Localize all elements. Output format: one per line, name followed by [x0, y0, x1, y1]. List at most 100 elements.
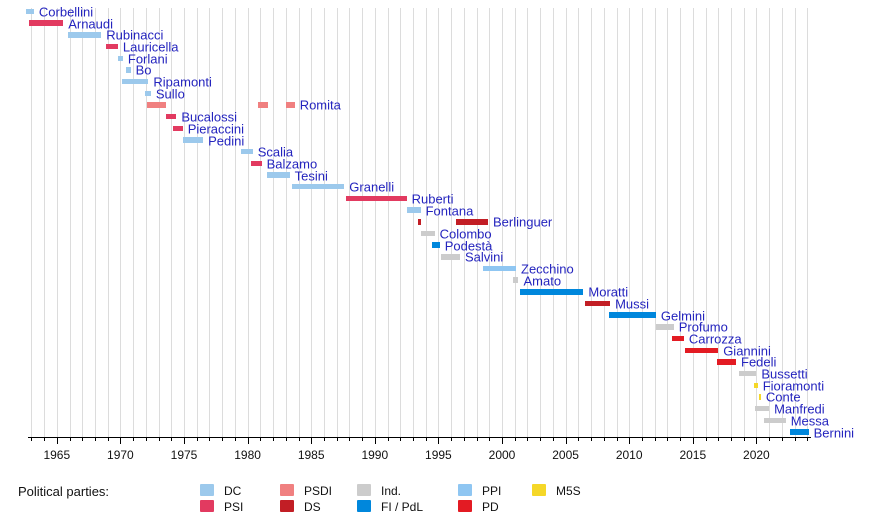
minister-label-bernini[interactable]: Bernini	[813, 425, 855, 440]
gridline	[145, 8, 147, 437]
minister-label-salvini[interactable]: Salvini	[465, 249, 504, 265]
axis-tick	[718, 438, 720, 441]
minister-label-fontana[interactable]: Fontana	[425, 203, 474, 219]
minister-label-tesini[interactable]: Tesini	[294, 168, 328, 183]
gridline	[298, 8, 300, 437]
axis-tick	[807, 438, 809, 441]
minister-label-pedini[interactable]: Pedini	[208, 133, 245, 148]
gridline	[120, 8, 122, 437]
axis-tick-label: 1970	[107, 448, 134, 462]
gridline	[387, 8, 389, 437]
gridline	[273, 8, 274, 437]
axis-tick	[298, 438, 300, 441]
minister-label-ruberti[interactable]: Ruberti	[411, 191, 454, 207]
axis-tick	[680, 438, 682, 441]
axis-tick	[629, 438, 631, 444]
minister-label-berlinguer[interactable]: Berlinguer	[493, 214, 553, 230]
legend-swatch-m5s	[532, 484, 546, 496]
gridline	[451, 8, 453, 437]
gridline	[540, 8, 542, 437]
term-bar-ripamonti	[121, 78, 149, 85]
term-bar-bo	[125, 67, 131, 73]
term-bar-giannini	[685, 347, 719, 353]
axis-tick-label: 1995	[425, 448, 452, 462]
minister-label-balzamo[interactable]: Balzamo	[266, 156, 318, 172]
minister-label-ripamonti[interactable]: Ripamonti	[153, 74, 212, 90]
gridline	[438, 8, 440, 437]
axis-tick	[565, 438, 567, 444]
minister-label-fioramonti[interactable]: Fioramonti	[762, 378, 825, 394]
gridline	[336, 8, 338, 437]
term-bar-granelli	[292, 183, 345, 190]
legend-swatch-fi-pdl	[357, 500, 371, 512]
axis-tick	[489, 438, 491, 441]
term-bar-berlinguer	[456, 219, 488, 225]
minister-label-pieraccini[interactable]: Pieraccini	[187, 121, 245, 137]
axis-tick-label: 2020	[743, 448, 770, 462]
legend-item-label: PSDI	[304, 484, 333, 498]
axis-tick	[362, 438, 364, 441]
axis-tick	[196, 438, 198, 441]
gridline	[349, 8, 351, 437]
minister-label-carrozza[interactable]: Carrozza	[688, 331, 742, 347]
gridline	[95, 8, 96, 437]
minister-label-manfredi[interactable]: Manfredi	[774, 401, 825, 417]
gridline	[158, 8, 160, 437]
minister-label-amato[interactable]: Amato	[523, 273, 562, 289]
term-bar-berlinguer	[418, 219, 421, 225]
minister-label-zecchino[interactable]: Zecchino	[521, 261, 574, 277]
minister-label-scalia[interactable]: Scalia	[257, 144, 294, 160]
axis-tick	[552, 438, 554, 441]
term-bar-fontana	[406, 207, 421, 213]
minister-label-corbellini[interactable]: Corbellini	[38, 4, 94, 20]
minister-label-arnaudi[interactable]: Arnaudi	[68, 16, 113, 32]
term-bar-profumo	[655, 324, 674, 330]
minister-label-sullo[interactable]: Sullo	[155, 86, 185, 102]
minister-label-conte[interactable]: Conte	[765, 389, 801, 405]
term-bar-colombo	[420, 230, 435, 237]
legend-item-label: DS	[304, 500, 321, 514]
gridline	[514, 8, 516, 437]
minister-label-fedeli[interactable]: Fedeli	[741, 354, 777, 370]
minister-label-profumo[interactable]: Profumo	[678, 319, 728, 335]
legend-swatch-pd	[458, 500, 472, 512]
legend-item-label: PSI	[224, 500, 244, 514]
legend-swatch-psdi	[280, 484, 294, 496]
minister-label-mussi[interactable]: Mussi	[615, 296, 650, 312]
minister-label-gelmini[interactable]: Gelmini	[660, 308, 705, 324]
minister-label-bo[interactable]: Bo	[135, 62, 152, 78]
gridline	[692, 8, 694, 437]
minister-label-bussetti[interactable]: Bussetti	[761, 366, 808, 382]
term-bar-bernini	[789, 429, 809, 435]
term-bar-balzamo	[251, 160, 262, 167]
gridline	[641, 8, 643, 437]
term-bar-bucalossi	[166, 113, 177, 120]
term-bar-corbellini	[26, 8, 34, 15]
minister-label-rubinacci[interactable]: Rubinacci	[106, 27, 164, 43]
gridline	[807, 8, 809, 437]
legend-item-label: DC	[224, 484, 242, 498]
minister-label-podestà[interactable]: Podestà	[444, 238, 493, 254]
minister-label-messa[interactable]: Messa	[790, 413, 829, 429]
axis-tick	[692, 438, 694, 444]
minister-label-romita[interactable]: Romita	[299, 97, 341, 113]
legend-swatch-ds	[280, 500, 294, 512]
axis-tick-label: 1985	[297, 448, 325, 462]
minister-label-giannini[interactable]: Giannini	[723, 343, 771, 359]
minister-label-granelli[interactable]: Granelli	[349, 179, 395, 195]
minister-label-forlani[interactable]: Forlani	[127, 51, 168, 67]
axis-tick	[336, 438, 338, 441]
axis-tick	[222, 438, 224, 441]
minister-label-lauricella[interactable]: Lauricella	[122, 39, 179, 55]
axis-tick	[603, 438, 605, 441]
legend-item-label: M5S	[556, 484, 581, 498]
minister-label-colombo[interactable]: Colombo	[439, 226, 492, 242]
gridline	[603, 8, 605, 437]
axis-tick	[209, 438, 211, 441]
axis-tick	[578, 438, 580, 441]
minister-label-moratti[interactable]: Moratti	[588, 284, 629, 300]
minister-label-bucalossi[interactable]: Bucalossi	[181, 109, 238, 125]
term-bar-moratti	[519, 289, 584, 295]
gridline	[591, 8, 592, 437]
axis-tick	[794, 438, 796, 441]
